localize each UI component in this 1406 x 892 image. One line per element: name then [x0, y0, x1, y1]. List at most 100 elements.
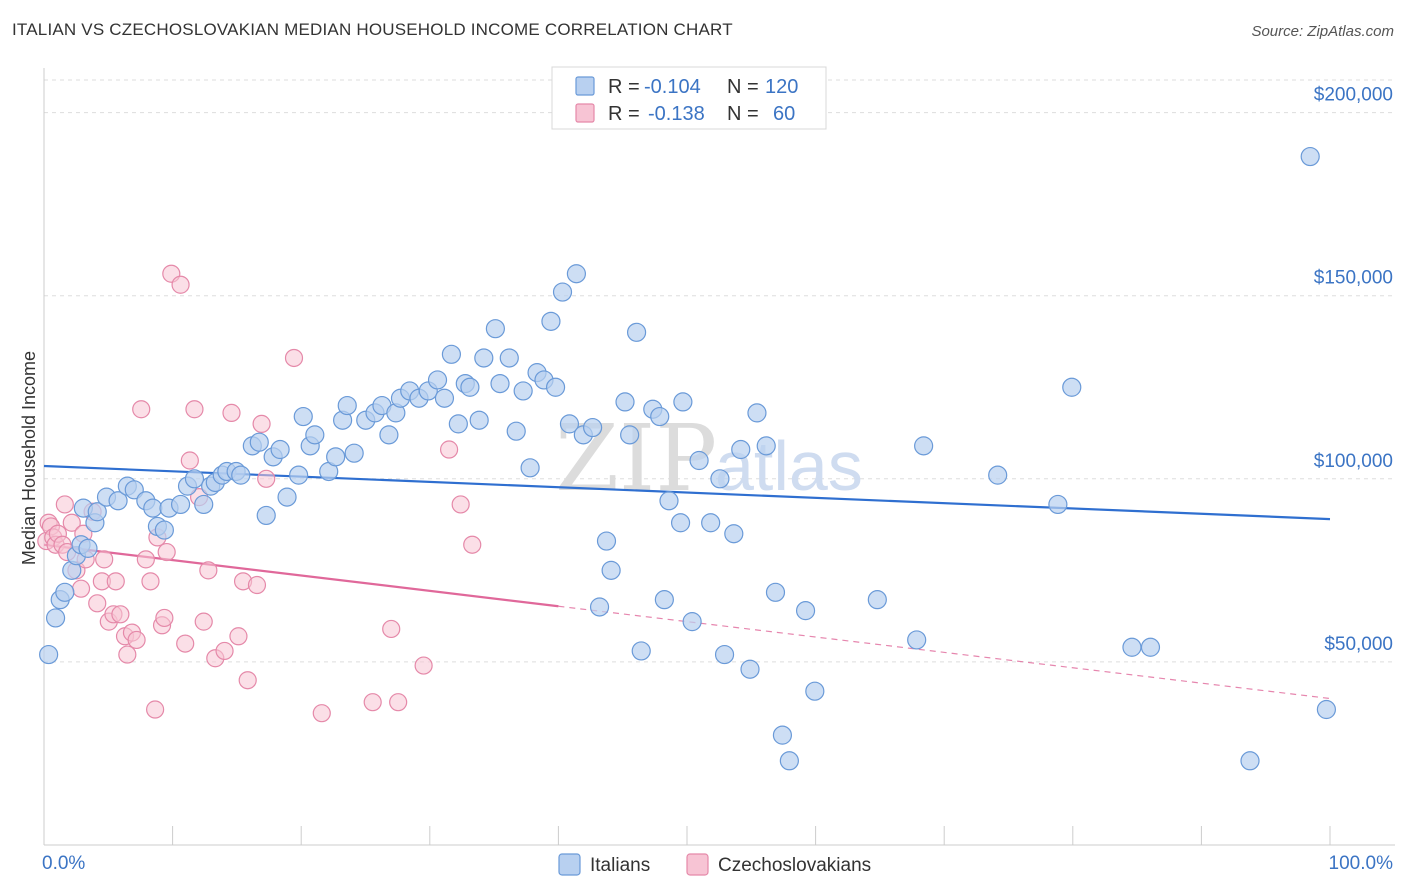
czech-point-9: [62, 513, 81, 532]
italian-point-37: [293, 406, 313, 427]
italian-point-71: [545, 377, 566, 397]
y-axis-title: Median Household Income: [19, 351, 39, 565]
italian-point-44: [344, 443, 364, 463]
italian-point-31: [249, 432, 269, 452]
italian-point-105: [867, 590, 887, 610]
italian-point-104: [805, 681, 825, 701]
legend-n-label-czech: N =: [727, 103, 759, 125]
italian-point-77: [589, 597, 610, 617]
italian-point-35: [277, 487, 297, 507]
italian-point-94: [714, 644, 735, 665]
legend-r-value-italians: -0.104: [644, 76, 701, 98]
legend-swatch-czech-bottom: [686, 853, 709, 876]
italian-point-78: [596, 531, 617, 551]
chart-title: ITALIAN VS CZECHOSLOVAKIAN MEDIAN HOUSEH…: [12, 20, 733, 39]
y-tick-label-1: $100,000: [1314, 451, 1393, 472]
italian-point-81: [620, 425, 640, 445]
czech-point-47: [238, 671, 257, 690]
czech-point-29: [146, 700, 165, 719]
italian-point-20: [170, 494, 191, 515]
italian-point-54: [427, 370, 448, 390]
czech-point-45: [229, 627, 248, 646]
y-tick-label-0: $50,000: [1324, 634, 1393, 655]
legend-swatch-czech: [575, 103, 595, 123]
italian-point-59: [460, 377, 480, 397]
italian-point-74: [566, 264, 587, 284]
y-tick-labels: $50,000 $100,000 $150,000 $200,000: [1314, 85, 1393, 655]
czech-point-33: [157, 542, 176, 562]
italian-point-108: [988, 465, 1008, 485]
czech-point-7: [55, 495, 74, 514]
italian-point-101: [772, 725, 793, 745]
stats-legend: R = -0.104 N = 120 R = -0.138 N = 60: [551, 66, 827, 130]
italian-point-95: [724, 524, 744, 544]
italian-point-107: [914, 436, 934, 456]
italian-point-106: [907, 630, 927, 650]
italian-point-115: [1300, 146, 1320, 167]
czech-point-54: [382, 619, 401, 639]
czech-point-23: [118, 645, 137, 664]
italian-point-7: [78, 538, 98, 558]
czech-point-38: [185, 400, 204, 419]
legend-n-value-czech: 60: [773, 103, 795, 125]
czech-point-15: [88, 594, 107, 613]
italian-point-32: [256, 505, 276, 526]
italian-point-1: [45, 608, 66, 628]
italian-point-87: [659, 491, 679, 511]
italian-point-57: [448, 414, 468, 434]
czech-point-11: [71, 579, 91, 598]
czech-point-25: [127, 630, 146, 650]
italian-point-16: [143, 498, 163, 518]
italian-point-70: [541, 311, 561, 331]
czech-point-44: [222, 403, 241, 422]
czech-point-40: [194, 612, 213, 631]
italian-point-36: [289, 465, 309, 485]
watermark-atlas: atlas: [715, 427, 863, 505]
italian-point-93: [710, 469, 730, 489]
italian-point-102: [779, 751, 799, 771]
italian-point-114: [1240, 751, 1260, 771]
legend-r-label-czech: R =: [608, 103, 640, 125]
italian-point-92: [701, 513, 721, 533]
czech-point-52: [312, 704, 331, 723]
x-tick-label-0: 0.0%: [42, 853, 85, 874]
czech-point-55: [389, 693, 408, 712]
czech-point-58: [451, 495, 470, 514]
italian-point-90: [682, 612, 702, 632]
italian-point-111: [1122, 637, 1142, 657]
italian-point-67: [520, 458, 540, 478]
legend-label-italians: Italians: [590, 855, 650, 876]
italian-point-23: [194, 494, 214, 515]
italian-point-61: [474, 348, 494, 368]
italian-point-60: [469, 410, 489, 430]
italian-point-88: [670, 513, 691, 533]
italian-point-22: [184, 469, 205, 489]
czech-point-17: [95, 550, 114, 569]
czech-point-59: [463, 535, 482, 554]
italian-point-63: [490, 374, 510, 394]
italian-point-86: [654, 590, 674, 610]
czech-point-56: [414, 656, 433, 675]
italian-point-55: [434, 388, 455, 408]
italian-point-80: [615, 392, 635, 412]
italian-point-99: [756, 436, 776, 456]
italian-point-91: [689, 450, 709, 471]
italian-point-12: [108, 491, 128, 511]
italian-point-41: [326, 447, 346, 467]
czech-point-57: [439, 440, 459, 459]
czech-point-49: [252, 414, 271, 433]
italian-points: [39, 146, 1336, 771]
legend-n-label-italians: N =: [727, 76, 759, 98]
italian-point-65: [506, 421, 526, 441]
italian-point-82: [626, 322, 647, 342]
legend-swatch-italians: [575, 76, 595, 96]
legend-r-value-czech: -0.138: [648, 103, 705, 125]
czech-point-50: [257, 469, 276, 488]
y-tick-label-3: $200,000: [1314, 85, 1393, 106]
italian-point-103: [795, 601, 816, 621]
italian-point-29: [231, 465, 251, 485]
italian-point-83: [631, 641, 651, 661]
czech-point-27: [136, 550, 155, 569]
italian-point-72: [552, 282, 573, 302]
